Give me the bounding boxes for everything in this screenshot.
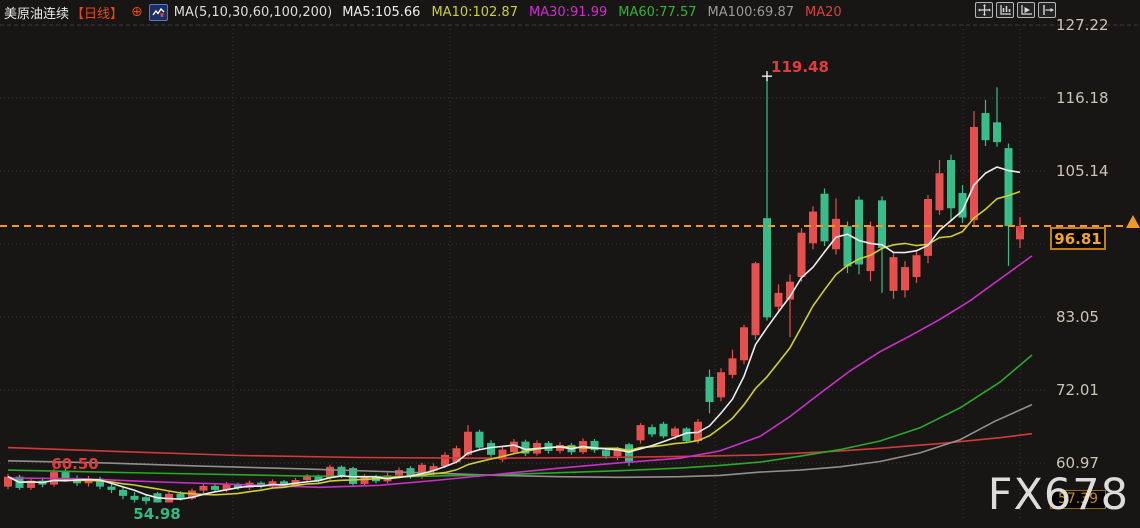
indicator-chart-icon[interactable] (148, 3, 168, 21)
bottom-price-tag: 57.39 (1050, 490, 1106, 509)
legend-ma100: MA100:69.87 (707, 4, 795, 20)
ma-line-ma30 (7, 255, 1033, 489)
ma-legend: MA5:105.66 MA10:102.87 MA30:91.99 MA60:77.5… (342, 5, 852, 20)
gridlines (0, 24, 1140, 518)
legend-ma60: MA60:77.57 (618, 4, 697, 20)
axis-scale-icon[interactable] (996, 2, 1014, 18)
axis-label: 127.22 (1056, 16, 1109, 34)
fx678-watermark: FX678 (987, 470, 1129, 520)
ma-line-ma10 (7, 190, 1021, 496)
circled-plus-icon[interactable]: ⊕ (131, 4, 143, 20)
period-tag: 【日线】 (71, 6, 124, 22)
crosshair-tool-icon[interactable] (975, 2, 993, 18)
ma-line-ma60 (7, 354, 1033, 478)
current-price-tag: 96.81 (1050, 227, 1106, 251)
ma-line-ma200 (7, 432, 1033, 460)
left-high-annotation: 60.50 (51, 455, 98, 473)
annotations-layer: 119.48 60.50 54.98 (51, 58, 1140, 523)
legend-ma10: MA10:102.87 (431, 4, 518, 20)
price-axis: 127.22 116.18 105.14 83.05 72.01 60.97 (1056, 16, 1109, 472)
symbol-title: 美原油连续 (4, 6, 70, 22)
pan-right-icon[interactable] (1038, 2, 1056, 18)
chart-header: 美原油连续 【日线】 ⊕ MA(5,10,30,60,100,200) MA5:… (4, 2, 853, 22)
axis-label: 116.18 (1056, 89, 1109, 107)
axis-label: 60.97 (1056, 454, 1099, 472)
axis-label: 105.14 (1056, 162, 1109, 180)
legend-ma30: MA30:91.99 (528, 4, 608, 20)
legend-ma5: MA5:105.66 (342, 4, 421, 20)
candles-layer (4, 76, 1024, 505)
high-price-annotation: 119.48 (771, 58, 829, 76)
high-cross-marker (762, 71, 772, 82)
axis-label: 72.01 (1056, 381, 1099, 399)
axis-label: 83.05 (1056, 308, 1099, 326)
ma-line-ma100 (7, 403, 1033, 479)
ma-line-ma5 (7, 166, 1021, 501)
playback-icon[interactable] (1017, 2, 1035, 18)
chart-toolbar (975, 2, 1056, 18)
right-edge-price-arrow (1126, 215, 1140, 229)
ma-params-label: MA(5,10,30,60,100,200) (173, 4, 333, 20)
ma-lines-layer (7, 166, 1033, 501)
low-price-annotation: 54.98 (133, 505, 180, 523)
legend-ma20: MA20 (805, 4, 842, 20)
